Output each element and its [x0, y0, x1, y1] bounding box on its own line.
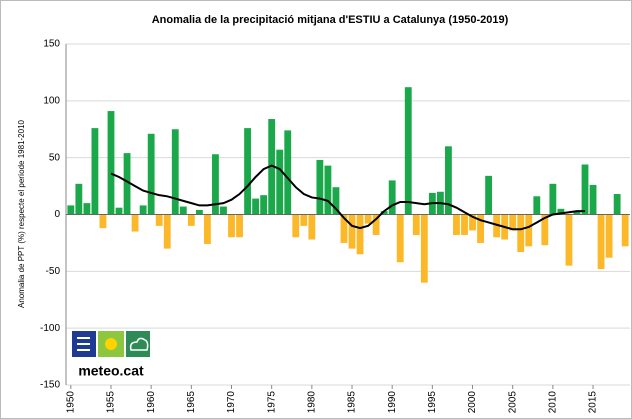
bar — [268, 119, 276, 215]
bar — [364, 214, 372, 224]
bar — [557, 208, 565, 215]
bar — [581, 164, 589, 215]
bar — [252, 198, 260, 215]
logo: meteo.cat — [72, 330, 150, 384]
bar — [276, 149, 284, 215]
x-tick-label: 1995 — [427, 391, 438, 414]
x-tick-label: 2015 — [588, 391, 599, 414]
bar — [203, 214, 211, 245]
bar — [179, 206, 187, 215]
bar — [83, 203, 91, 215]
y-tick-label: -150 — [40, 380, 60, 391]
bar — [324, 165, 332, 215]
bar — [509, 214, 517, 231]
chart-title: Anomalia de la precipitació mitjana d'ES… — [152, 14, 509, 26]
bar — [115, 207, 123, 215]
bar — [573, 211, 581, 215]
x-tick-label: 2000 — [467, 391, 478, 414]
bar — [284, 130, 292, 215]
bar — [605, 214, 613, 258]
bar — [212, 154, 219, 215]
bar — [388, 180, 396, 215]
bar — [565, 214, 573, 266]
logo-cloud — [129, 337, 149, 351]
bar — [236, 214, 243, 238]
bar — [525, 214, 533, 247]
bar — [91, 128, 99, 215]
x-tick-label: 1985 — [347, 391, 358, 414]
bar — [332, 187, 340, 215]
bar — [533, 196, 541, 215]
bar — [260, 195, 268, 215]
x-tick-label: 1955 — [106, 391, 117, 414]
y-tick-label: -50 — [46, 266, 61, 277]
bar — [461, 214, 468, 235]
bar — [613, 194, 621, 215]
bar — [75, 183, 83, 215]
bar — [445, 146, 452, 215]
y-tick-label: 0 — [54, 209, 60, 220]
trend-line — [110, 164, 586, 231]
bar — [469, 214, 476, 231]
bar — [621, 214, 629, 247]
bar — [356, 214, 364, 255]
bar — [220, 206, 227, 215]
bar — [308, 214, 316, 240]
bar — [316, 159, 324, 215]
bar — [372, 214, 380, 235]
x-tick-label: 1965 — [186, 391, 197, 414]
bar — [477, 214, 484, 243]
bar — [67, 205, 75, 215]
bar — [107, 111, 115, 215]
bar — [541, 214, 549, 246]
y-tick-label: 100 — [43, 95, 60, 106]
logo-sun — [105, 338, 117, 350]
bar — [380, 211, 388, 215]
bar — [131, 214, 139, 232]
y-axis-label: Anomalia de PPT (%) respecte el període … — [17, 119, 26, 308]
bar — [517, 214, 525, 253]
bar — [597, 214, 605, 270]
bar — [123, 153, 131, 215]
y-tick-label: -100 — [40, 323, 60, 334]
logo-text: meteo.cat — [78, 363, 144, 379]
bar — [453, 214, 460, 235]
bar — [139, 205, 147, 215]
bar — [396, 214, 404, 263]
logo-icon — [126, 331, 150, 357]
bar — [493, 214, 501, 238]
bar — [300, 214, 308, 226]
bar — [163, 214, 171, 249]
x-tick-label: 1980 — [306, 391, 317, 414]
x-tick-label: 1970 — [226, 391, 237, 414]
bar — [171, 129, 179, 215]
x-tick-label: 1960 — [146, 391, 157, 414]
bar — [340, 214, 348, 243]
bar — [228, 214, 235, 238]
x-tick-label: 1990 — [387, 391, 398, 414]
bar — [420, 214, 428, 283]
bar — [485, 175, 493, 215]
bar — [589, 184, 597, 215]
bar — [244, 128, 251, 215]
bar — [348, 214, 356, 249]
y-tick-label: 150 — [43, 39, 60, 50]
bar — [292, 214, 300, 238]
x-tick-label: 2010 — [548, 391, 559, 414]
bar — [147, 133, 155, 215]
bar — [187, 214, 195, 226]
bar — [549, 183, 557, 215]
bar — [155, 214, 163, 226]
bar — [404, 87, 412, 215]
y-tick-label: 50 — [49, 152, 61, 163]
bar — [412, 214, 420, 235]
x-tick-label: 2005 — [507, 391, 518, 414]
bar — [99, 214, 107, 229]
x-tick-label: 1975 — [266, 391, 277, 414]
bar — [195, 209, 203, 215]
plot-area: -150 -100 -50 0 50 100 150 1950 1955 1960 1965 1970… — [40, 39, 630, 414]
x-tick-label: 1950 — [65, 391, 76, 414]
